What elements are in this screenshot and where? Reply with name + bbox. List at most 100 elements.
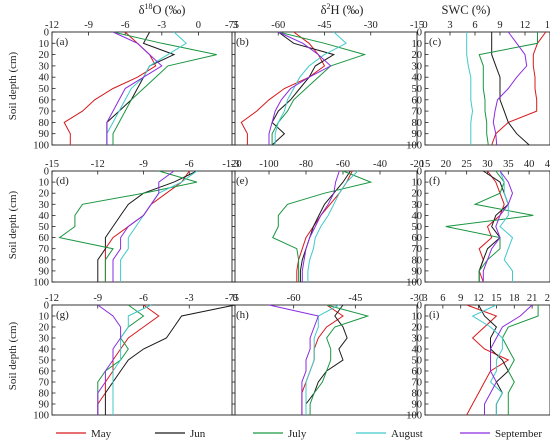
- legend-label: August: [391, 428, 423, 440]
- x-tick-label: 9: [497, 20, 502, 31]
- y-tick-label: 90: [412, 400, 423, 411]
- y-tick-label: 30: [39, 61, 50, 72]
- x-tick-label: 21: [527, 293, 538, 304]
- y-tick-label: 30: [412, 200, 423, 211]
- series-line-august: [274, 31, 347, 145]
- x-tick-label: 25: [461, 159, 472, 170]
- plot-frame: [231, 31, 418, 146]
- x-tick-label: -40: [373, 159, 387, 170]
- y-tick-label: 60: [39, 95, 50, 106]
- x-tick-label: -3: [231, 159, 240, 170]
- series-line-august: [305, 304, 340, 415]
- y-axis-label-row3: Soil depth (cm): [7, 321, 19, 390]
- y-tick-label: 50: [412, 222, 423, 233]
- y-tick-label: 10: [39, 178, 50, 189]
- y-tick-label: 100: [406, 411, 422, 422]
- series-line-august: [499, 170, 514, 282]
- y-tick-label: 60: [412, 233, 423, 244]
- y-tick-label: 50: [39, 356, 50, 367]
- y-tick-label: 70: [39, 107, 50, 118]
- series-line-september: [492, 31, 528, 146]
- x-tick-label: 6: [440, 293, 445, 304]
- y-tick-label: 0: [417, 301, 422, 312]
- x-tick-label: -3: [185, 293, 194, 304]
- series-line-jun: [106, 31, 176, 145]
- x-tick-label: -20: [410, 159, 424, 170]
- x-tick-label: 12: [520, 20, 531, 31]
- y-tick-label: 50: [412, 84, 423, 95]
- y-tick-label: 40: [412, 345, 423, 356]
- panel-label: (h): [236, 309, 249, 321]
- y-tick-label: 20: [412, 323, 423, 334]
- series-line-july: [271, 31, 367, 145]
- x-tick-label: 45: [545, 159, 550, 170]
- y-tick-label: 80: [39, 255, 50, 266]
- x-tick-label: 30: [482, 159, 493, 170]
- y-tick-label: 20: [412, 50, 423, 61]
- series-line-september: [106, 31, 163, 145]
- series-line-jun: [299, 170, 351, 282]
- y-tick-label: 90: [412, 129, 423, 140]
- y-tick-label: 0: [44, 167, 49, 178]
- panel-label: (b): [236, 36, 249, 48]
- y-tick-label: 40: [39, 73, 50, 84]
- x-tick-label: 35: [503, 159, 514, 170]
- y-tick-label: 40: [39, 211, 50, 222]
- y-tick-label: 60: [412, 95, 423, 106]
- y-tick-label: 100: [406, 278, 422, 289]
- series-line-jun: [271, 31, 336, 146]
- x-tick-label: -6: [121, 20, 130, 31]
- panel-e: -120 -100 -80 -60 -40 -20 (e): [222, 159, 424, 283]
- x-tick-label: 0: [196, 20, 201, 31]
- plot-frame: [231, 304, 418, 416]
- y-tick-label: 100: [33, 141, 49, 152]
- y-tick-label: 20: [39, 50, 50, 61]
- legend-label: September: [495, 428, 542, 440]
- series-line-august: [120, 170, 198, 282]
- y-tick-label: 70: [412, 107, 423, 118]
- y-tick-label: 30: [412, 61, 423, 72]
- series-line-jun: [97, 170, 198, 282]
- x-tick-label: -45: [348, 293, 362, 304]
- y-tick-label: 50: [39, 84, 50, 95]
- series-line-july: [501, 305, 539, 415]
- legend-item-may: May: [56, 428, 112, 440]
- y-tick-label: 20: [39, 323, 50, 334]
- panel-label: (e): [236, 175, 249, 187]
- x-tick-label: -12: [45, 20, 59, 31]
- panel-label: (d): [56, 175, 69, 187]
- y-tick-label: 80: [39, 389, 50, 400]
- y-tick-label: 70: [412, 244, 423, 255]
- series-line-may: [491, 31, 547, 146]
- series-line-september: [97, 304, 122, 415]
- panel-label: (a): [56, 36, 69, 48]
- series-line-september: [484, 304, 533, 415]
- series-line-may: [301, 304, 344, 415]
- y-tick-label: 10: [39, 312, 50, 323]
- x-tick-label: -75: [225, 293, 239, 304]
- y-tick-label: 40: [39, 345, 50, 356]
- legend-item-july: July: [253, 428, 307, 440]
- y-tick-label: 70: [412, 378, 423, 389]
- x-tick-label: 15: [491, 293, 502, 304]
- series-line-september: [482, 170, 514, 282]
- y-axis-label-row2: Soil depth (cm): [7, 190, 19, 259]
- panel-c: 036912150102030405060708090100(c): [406, 20, 550, 152]
- panel-label: (f): [429, 175, 440, 187]
- x-tick-label: -12: [91, 159, 105, 170]
- y-tick-label: 70: [39, 378, 50, 389]
- series-line-jun: [478, 170, 509, 282]
- x-tick-label: -120: [222, 159, 241, 170]
- series-line-jun: [305, 304, 348, 415]
- panel-f: 152025303540450102030405060708090100(f): [406, 159, 550, 289]
- panel-label: (c): [429, 36, 442, 48]
- y-tick-label: 10: [412, 312, 423, 323]
- x-tick-label: 40: [524, 159, 535, 170]
- y-tick-label: 0: [44, 28, 49, 39]
- series-line-jun: [478, 304, 509, 415]
- x-tick-label: 15: [545, 20, 550, 31]
- y-tick-label: 70: [39, 244, 50, 255]
- y-tick-label: 50: [412, 356, 423, 367]
- legend-label: Jun: [190, 428, 206, 440]
- x-tick-label: 0: [232, 293, 237, 304]
